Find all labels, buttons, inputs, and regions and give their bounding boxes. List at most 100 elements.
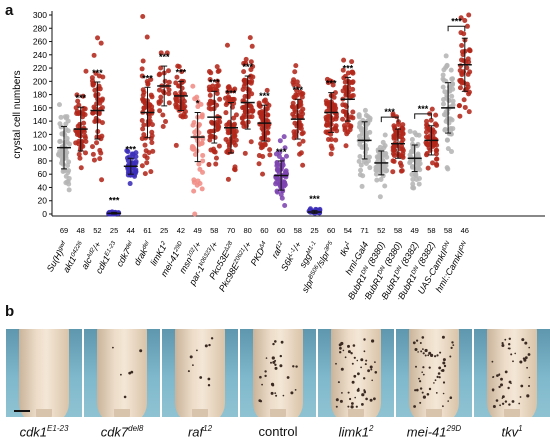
data-point <box>56 102 62 108</box>
larva-body <box>409 329 459 417</box>
crystal-cell-dot <box>360 366 362 369</box>
data-point <box>245 94 251 100</box>
data-point <box>358 162 364 168</box>
crystal-cell-dot <box>274 363 277 366</box>
data-point <box>199 112 205 118</box>
larva-photo <box>318 329 394 417</box>
crystal-cell-dot <box>335 405 338 408</box>
data-point <box>294 129 300 135</box>
y-tick-label: 40 <box>38 182 48 192</box>
y-tick-label: 240 <box>33 50 47 60</box>
data-point <box>139 66 145 72</box>
data-point <box>156 101 162 107</box>
crystal-cell-dot <box>419 380 422 383</box>
crystal-cell-dot <box>436 375 439 378</box>
data-point <box>350 109 356 115</box>
data-point <box>399 134 405 140</box>
data-point <box>232 121 237 127</box>
data-point <box>295 83 301 89</box>
crystal-cell-dot <box>189 355 193 359</box>
crystal-cell-dot <box>210 337 214 340</box>
crystal-cell-dot <box>112 346 114 349</box>
data-point <box>214 88 220 94</box>
sample-size-label: 52 <box>93 226 101 235</box>
crystal-cell-dot <box>357 387 360 390</box>
y-tick-label: 160 <box>33 103 47 113</box>
data-point <box>264 87 270 93</box>
crystal-cell-dot <box>123 395 127 399</box>
significance-label: *** <box>109 195 120 205</box>
crystal-cell-dot <box>514 352 516 355</box>
data-point <box>141 89 147 95</box>
y-tick-label: 100 <box>33 143 47 153</box>
larva-tail <box>192 409 208 417</box>
sample-size-label: 80 <box>244 226 252 235</box>
data-point <box>407 160 413 166</box>
data-point <box>281 183 287 189</box>
data-point <box>207 137 213 143</box>
crystal-cell-dot <box>501 402 505 405</box>
data-point <box>374 164 380 170</box>
data-point <box>200 158 206 164</box>
data-point <box>61 167 67 173</box>
data-point <box>264 112 270 118</box>
data-point <box>65 128 71 134</box>
crystal-cell-dot <box>413 405 416 408</box>
crystal-cell-dot <box>350 352 353 355</box>
sample-size-label: 54 <box>344 226 352 235</box>
crystal-cell-dot <box>290 391 294 395</box>
data-point <box>133 150 139 156</box>
data-point <box>75 98 81 104</box>
data-point <box>376 159 382 165</box>
data-point <box>347 127 353 133</box>
data-point <box>208 70 214 76</box>
crystal-cell-dot <box>508 347 511 350</box>
crystal-cell-dot <box>501 342 504 345</box>
larva-tail <box>504 409 520 417</box>
data-point <box>291 114 297 120</box>
crystal-cell-dot <box>199 376 203 379</box>
data-point <box>382 151 388 157</box>
data-point <box>76 102 82 108</box>
data-point <box>166 68 172 74</box>
data-point <box>332 90 338 96</box>
larva-photo <box>6 329 82 417</box>
data-point <box>273 181 279 187</box>
data-point <box>465 56 471 62</box>
crystal-cell-dot <box>371 379 373 382</box>
crystal-cell-dot <box>270 391 274 395</box>
data-point <box>265 130 271 136</box>
data-point <box>97 156 103 162</box>
significance-label: *** <box>309 194 320 204</box>
data-point <box>300 106 306 112</box>
data-point <box>142 171 148 177</box>
photo-genotype-label: control <box>258 424 298 439</box>
crystal-cell-dot <box>418 377 420 380</box>
data-point <box>324 122 330 128</box>
data-point <box>415 141 421 147</box>
crystal-cell-dot <box>424 354 427 357</box>
sample-size-label: 42 <box>177 226 185 235</box>
crystal-cell-dot <box>187 370 190 373</box>
data-point <box>350 92 356 98</box>
data-point <box>423 129 429 135</box>
data-point <box>80 93 86 99</box>
crystal-cell-dot <box>426 393 430 396</box>
data-point <box>243 60 249 66</box>
data-point <box>195 104 201 110</box>
data-point <box>208 147 214 153</box>
data-point <box>359 183 365 189</box>
crystal-cell-dot <box>428 387 432 391</box>
data-point <box>298 150 304 156</box>
data-point <box>141 105 147 111</box>
data-point <box>141 122 147 128</box>
data-point <box>157 71 163 77</box>
data-point <box>83 138 89 144</box>
data-point <box>346 122 352 128</box>
data-point <box>450 102 456 108</box>
data-point <box>375 155 381 161</box>
sample-size-label: 49 <box>193 226 201 235</box>
crystal-cell-dot <box>414 348 418 351</box>
data-point <box>442 126 448 132</box>
data-point <box>223 110 229 116</box>
